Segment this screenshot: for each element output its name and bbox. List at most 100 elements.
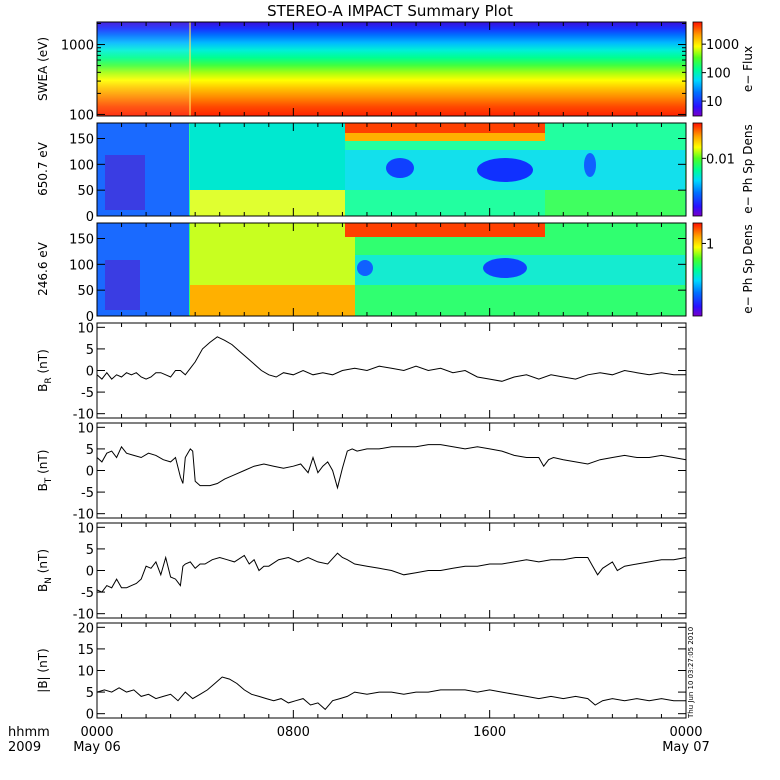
bn-ytick-label: -5	[81, 586, 94, 601]
pad-650-orange-strip	[345, 133, 545, 141]
bn-ylabel-unit: (nT)	[36, 549, 50, 577]
bn-ytick-label: 10	[77, 521, 94, 536]
pad-246-ytick-label: 100	[69, 258, 94, 273]
swea-colorbar-tick-label: 10	[706, 95, 723, 110]
pad-650-colorbar-label: e− Ph Sp Dens	[741, 124, 755, 213]
swea-ylabel: SWEA (eV)	[36, 37, 50, 101]
time-tick-label: 0000	[80, 725, 113, 740]
br-ytick-label: -5	[81, 386, 94, 401]
br-panel: -10 -5 0 5 10 BR (nT)	[36, 321, 687, 423]
br-ytick-label: 10	[77, 321, 94, 336]
time-tick-date: May 07	[662, 740, 710, 755]
bt-ytick-label: 5	[86, 443, 94, 458]
bn-ylabel: BN (nT)	[36, 549, 54, 592]
pad-650-panel: 0 50 100 150 650.7 eV 0.01 e− Ph Sp Dens	[36, 122, 755, 225]
pad-650-blue-blob-3	[584, 153, 596, 177]
pad-650-blue-blob-1	[386, 158, 414, 178]
bt-ylabel-main: B	[36, 483, 50, 491]
bmag-series-line	[96, 676, 686, 711]
swea-ytick-label: 1000	[61, 39, 94, 54]
pad-650-early-violet-block	[105, 155, 145, 210]
br-ylabel-main: B	[36, 384, 50, 392]
br-ylabel-unit: (nT)	[36, 349, 50, 377]
pad-650-ytick-label: 100	[69, 158, 94, 173]
pad-246-colorbar	[692, 222, 703, 317]
pad-650-ylabel: 650.7 eV	[36, 141, 50, 196]
bn-ytick-label: 0	[86, 565, 94, 580]
pad-650-top-red-strip	[345, 123, 545, 133]
swea-colorbar-label: e− Flux	[741, 46, 755, 92]
bt-series-line	[96, 444, 687, 490]
time-axis-label-year: 2009	[8, 740, 41, 755]
bn-ytick-label: 5	[86, 543, 94, 558]
pad-246-ytick-label: 50	[77, 284, 94, 299]
pad-650-ytick-label: 150	[69, 133, 94, 148]
br-frame	[96, 322, 687, 419]
pad-650-blue-blob-2	[477, 158, 533, 182]
pad-246-blue-blob-1	[483, 258, 527, 278]
swea-colorbar-tick-label: 1000	[706, 38, 739, 53]
bn-ylabel-sub: N	[44, 577, 54, 584]
bmag-panel: 0 5 10 15 20 |B| (nT)	[36, 621, 687, 723]
time-tick-label: 1600	[473, 725, 506, 740]
br-series-line	[96, 336, 686, 382]
bn-series-line	[96, 552, 687, 593]
time-tick-label: 0800	[277, 725, 310, 740]
bmag-ytick-label: 15	[77, 643, 94, 658]
swea-colorbar	[692, 21, 703, 117]
pad-246-ytick-label: 0	[86, 310, 94, 325]
bn-ytick-label: -10	[73, 608, 94, 623]
bmag-ylabel: |B| (nT)	[36, 648, 50, 692]
pad-246-blue-blob-2	[357, 260, 373, 276]
pad-246-panel: 0 50 100 150 246.6 eV 1 e− Ph Sp Dens	[36, 222, 755, 325]
bmag-ylabel-unit: (nT)	[36, 648, 50, 676]
bmag-ylabel-main: |B|	[36, 676, 50, 692]
pad-246-colorbar-tick-label: 1	[706, 237, 714, 252]
br-ylabel-sub: R	[44, 377, 54, 383]
bt-panel: -10 -5 0 5 10 BT (nT)	[36, 421, 687, 523]
bt-frame	[96, 422, 687, 519]
swea-spectrogram-fill	[97, 22, 686, 116]
bt-ytick-label: -5	[81, 486, 94, 501]
br-ytick-label: 5	[86, 343, 94, 358]
bt-ytick-label: 10	[77, 421, 94, 436]
pad-650-late-lower-green	[545, 190, 685, 216]
swea-early-interval-shade	[97, 22, 189, 116]
br-ytick-label: -10	[73, 408, 94, 423]
time-tick-date: May 06	[73, 740, 121, 755]
swea-ytick-label: 100	[69, 108, 94, 123]
bmag-ytick-label: 10	[77, 665, 94, 680]
bt-ylabel: BT (nT)	[36, 450, 54, 492]
bt-ylabel-unit: (nT)	[36, 450, 50, 478]
pad-246-ylabel: 246.6 eV	[36, 241, 50, 296]
time-axis-label-hhmm: hhmm	[8, 725, 50, 740]
generation-stamp: Thu Jun 10 03:27:05 2010	[687, 627, 695, 719]
pad-246-ytick-label: 150	[69, 233, 94, 248]
bmag-ytick-label: 0	[86, 708, 94, 723]
br-ytick-label: 0	[86, 365, 94, 380]
pad-650-lower-yellow	[190, 190, 345, 216]
bn-ylabel-main: B	[36, 584, 50, 592]
time-tick-label: 0000	[669, 725, 702, 740]
bt-ylabel-sub: T	[44, 477, 54, 484]
bt-ytick-label: -10	[73, 508, 94, 523]
swea-panel: 100 1000 SWEA (eV) 10 100 1000 e− Flux	[36, 21, 755, 123]
swea-colorbar-tick-label: 100	[706, 67, 731, 82]
pad-650-ytick-label: 50	[77, 184, 94, 199]
pad-650-ytick-label: 0	[86, 210, 94, 225]
bmag-ytick-label: 5	[86, 686, 94, 701]
pad-650-colorbar	[692, 122, 703, 217]
bmag-ytick-label: 20	[77, 621, 94, 636]
br-ylabel: BR (nT)	[36, 349, 54, 392]
pad-246-top-red-strip	[345, 223, 545, 237]
pad-246-colorbar-label: e− Ph Sp Dens	[741, 224, 755, 313]
pad-246-early-violet-block	[105, 260, 140, 310]
bn-panel: -10 -5 0 5 10 BN (nT)	[36, 521, 687, 623]
pad-650-colorbar-tick-label: 0.01	[706, 152, 735, 167]
pad-246-lower-orange	[190, 285, 355, 316]
bt-ytick-label: 0	[86, 465, 94, 480]
plot-title: STEREO-A IMPACT Summary Plot	[267, 2, 513, 20]
